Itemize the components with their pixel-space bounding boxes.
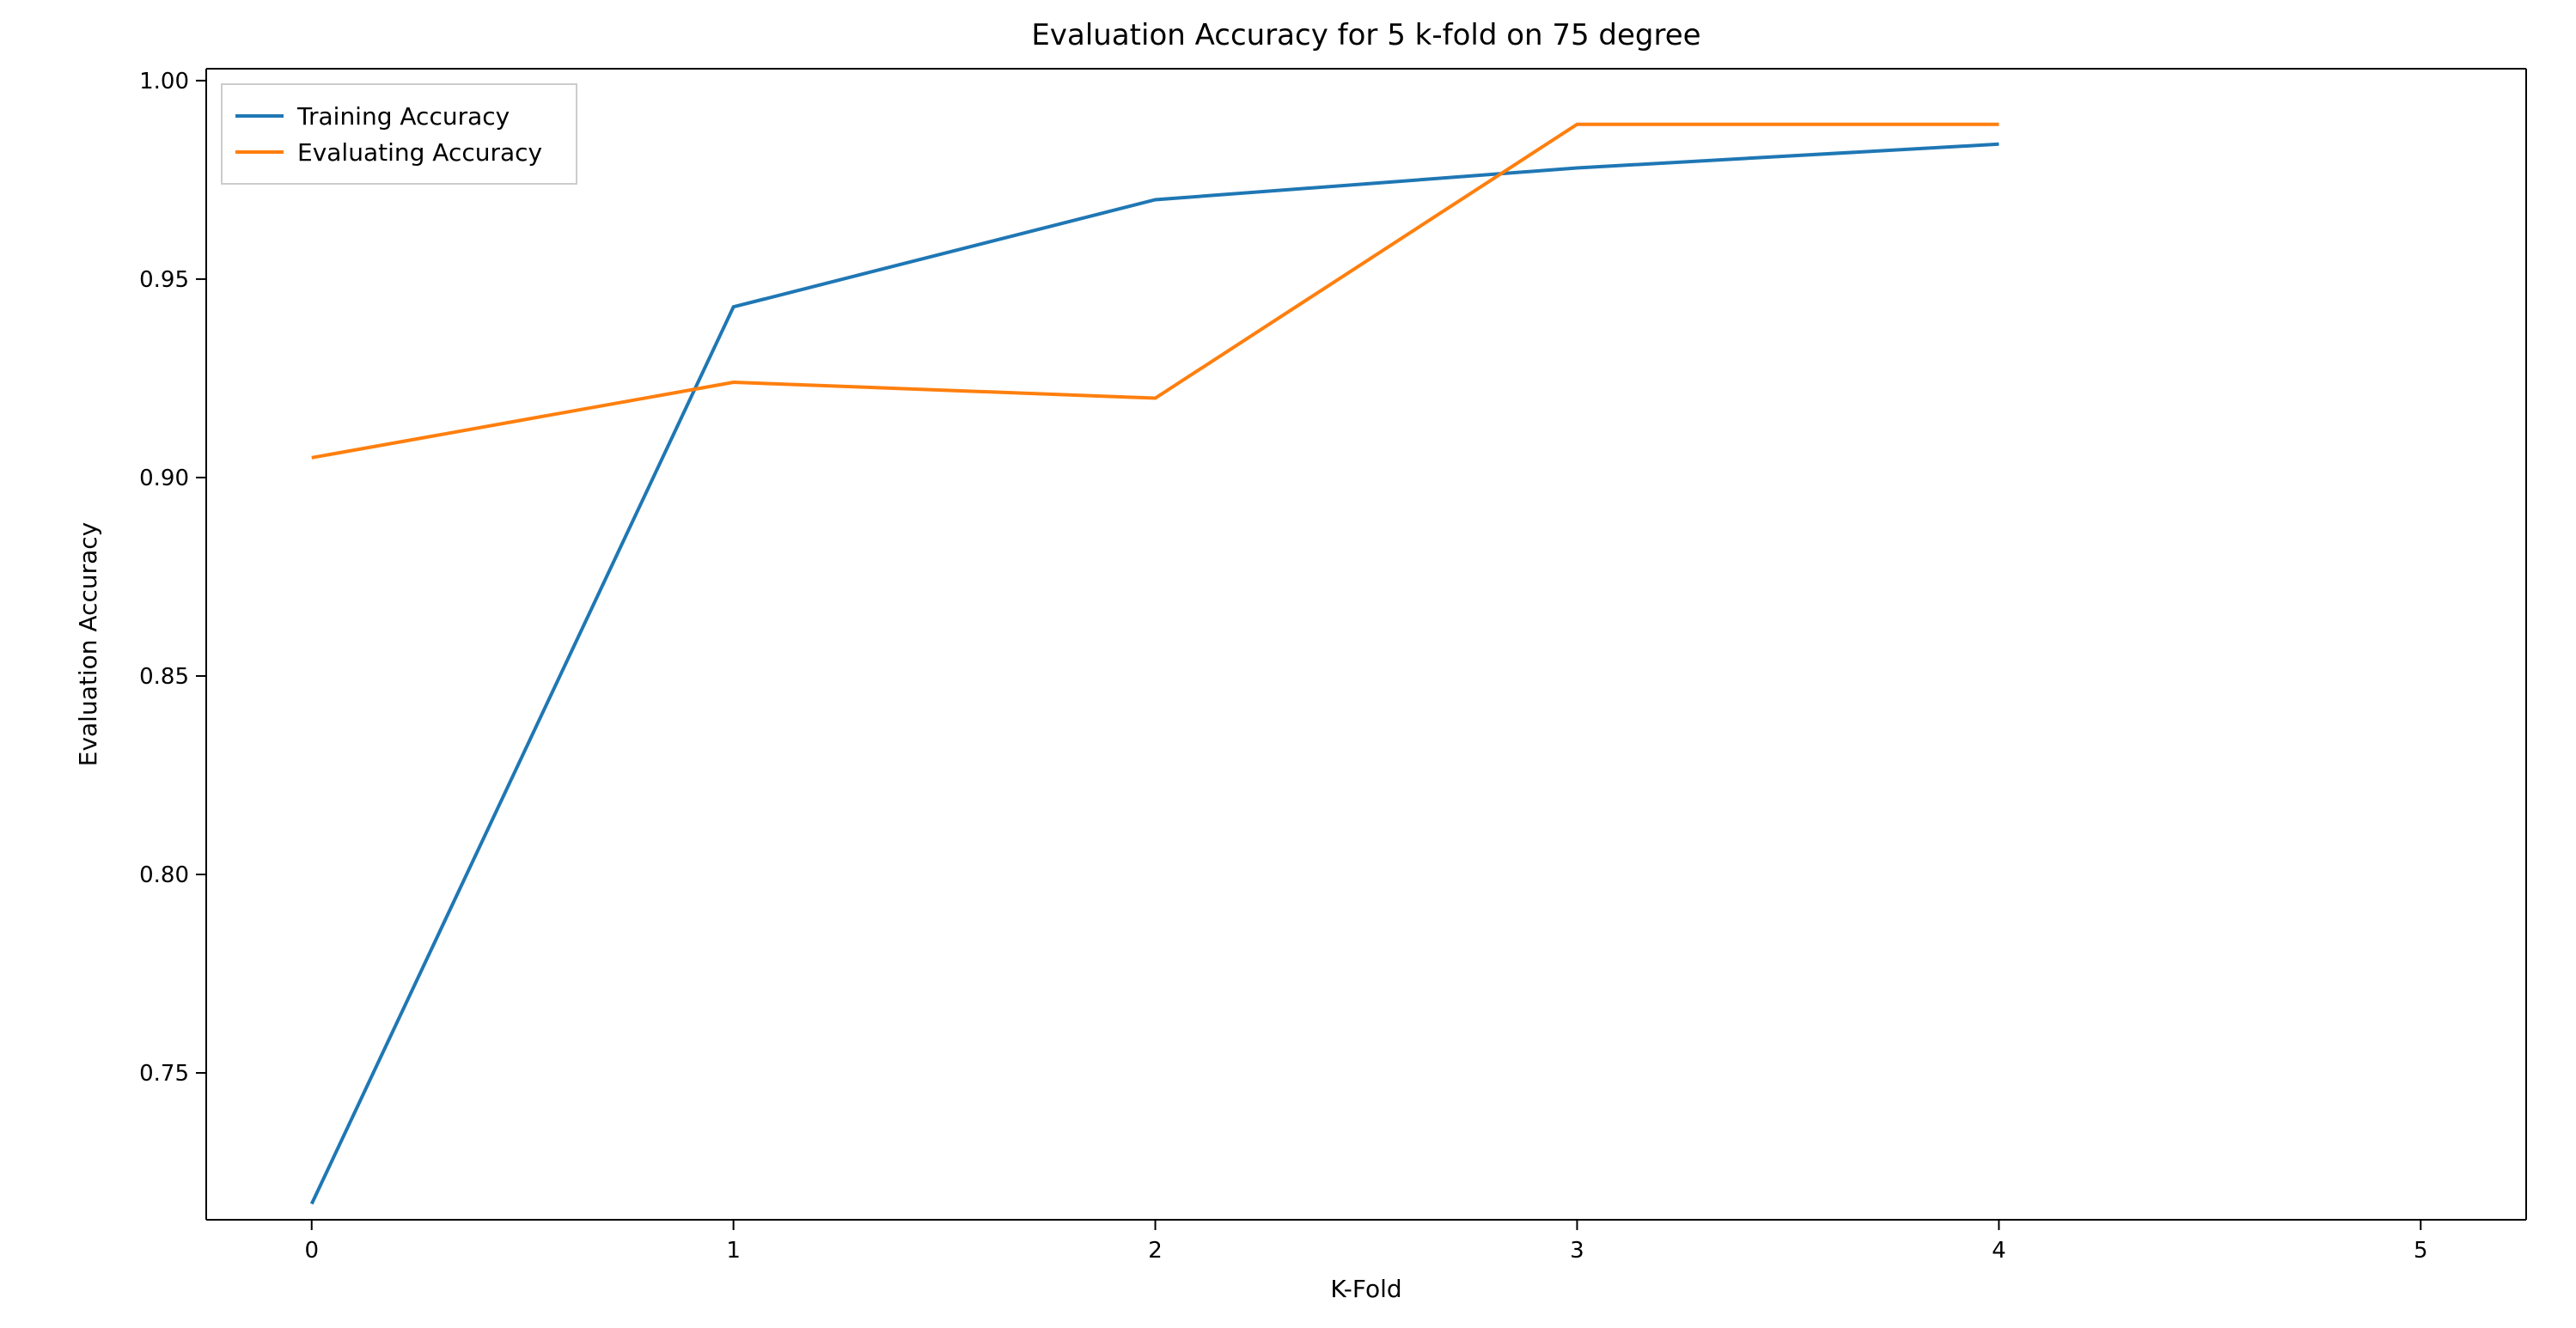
line-chart: 0 1 2 3 4 5 0.75 0.80 0.85 0.90 0.95 1.00 K-Fold Eval…	[0, 0, 2576, 1328]
y-tick-label: 0.80	[139, 862, 189, 888]
y-tick-label: 0.85	[139, 664, 189, 690]
y-tick-label: 0.90	[139, 466, 189, 491]
x-tick-label: 3	[1570, 1238, 1584, 1264]
chart-container: 0 1 2 3 4 5 0.75 0.80 0.85 0.90 0.95 1.00 K-Fold Eval…	[0, 0, 2576, 1328]
legend-label-1: Evaluating Accuracy	[297, 138, 542, 167]
legend: Training Accuracy Evaluating Accuracy	[222, 84, 577, 184]
y-axis-label: Evaluation Accuracy	[74, 522, 102, 766]
x-tick-label: 4	[1992, 1238, 2006, 1264]
y-tick-label: 0.95	[139, 267, 189, 293]
y-tick-label: 0.75	[139, 1061, 189, 1087]
x-tick-label: 1	[726, 1238, 741, 1264]
chart-background	[0, 0, 2576, 1328]
x-tick-label: 5	[2414, 1238, 2428, 1264]
y-tick-label: 1.00	[139, 69, 189, 94]
x-axis-label: K-Fold	[1330, 1275, 1401, 1303]
x-tick-label: 0	[304, 1238, 319, 1264]
legend-label-0: Training Accuracy	[296, 102, 510, 131]
chart-title: Evaluation Accuracy for 5 k-fold on 75 d…	[1031, 18, 1700, 52]
legend-frame	[222, 84, 577, 184]
x-tick-label: 2	[1148, 1238, 1163, 1264]
